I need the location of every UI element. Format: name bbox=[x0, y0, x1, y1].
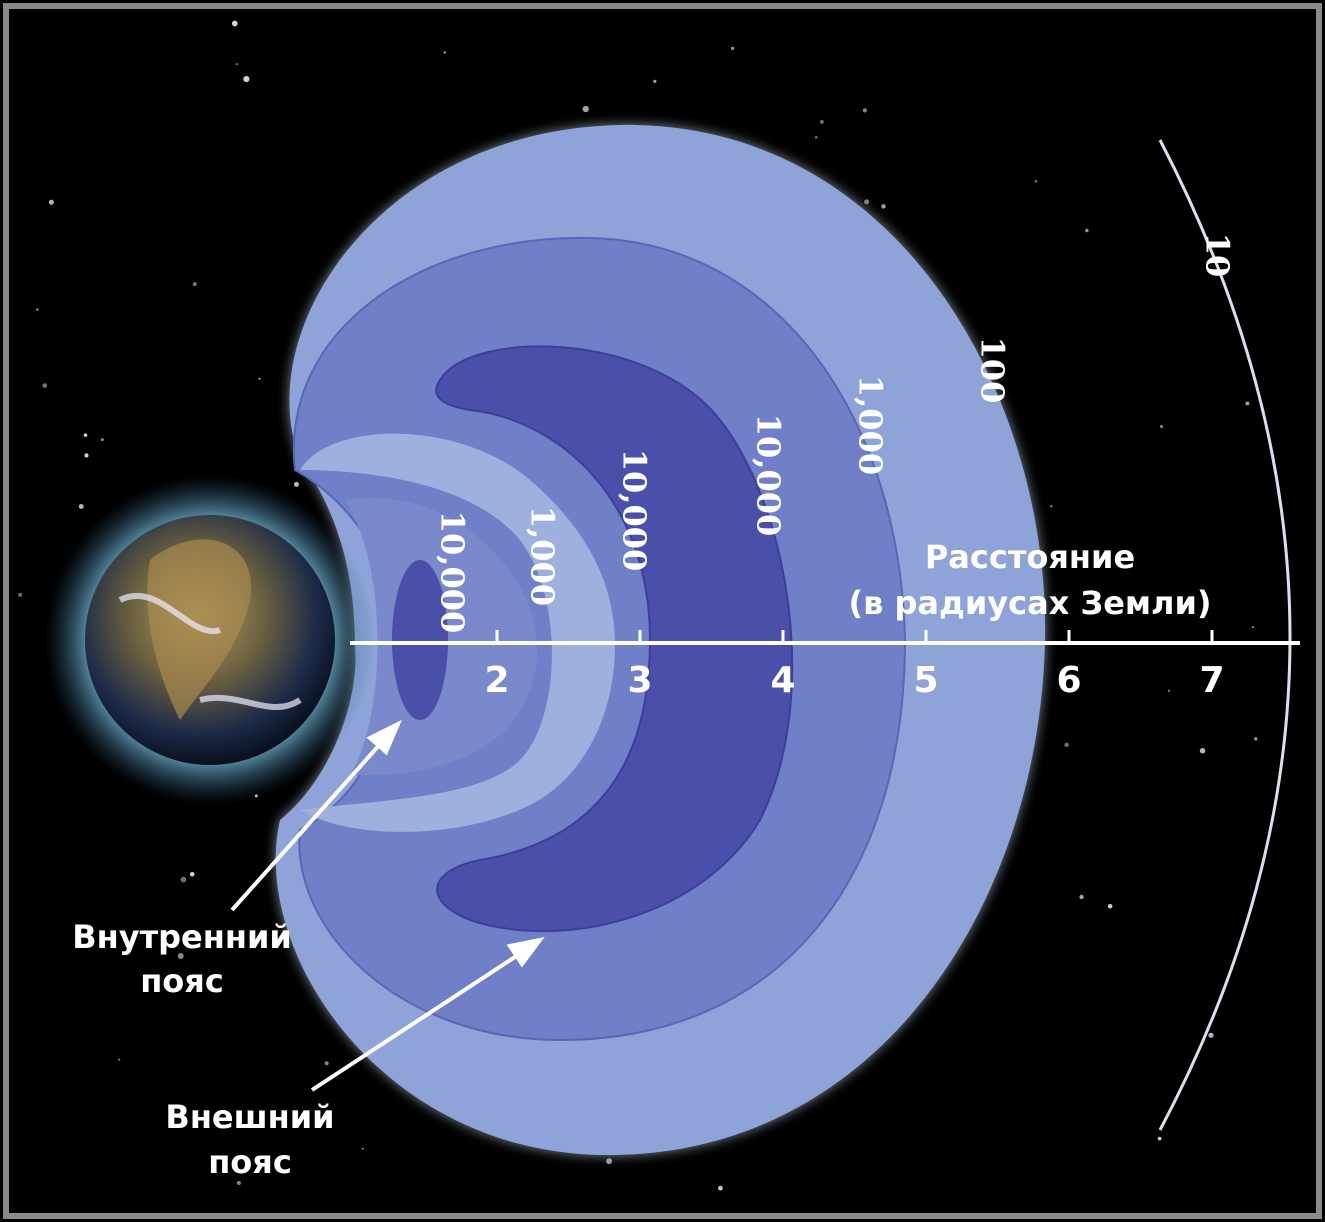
contour-label: 10 bbox=[1199, 233, 1237, 278]
star bbox=[815, 136, 817, 138]
star bbox=[881, 204, 885, 208]
star bbox=[181, 877, 187, 883]
belt-label: Внешний bbox=[165, 1098, 334, 1136]
star bbox=[237, 1181, 241, 1185]
star bbox=[49, 200, 54, 205]
contour-label: 10,000 bbox=[434, 511, 472, 633]
star bbox=[1050, 505, 1052, 507]
star bbox=[190, 872, 195, 877]
star bbox=[820, 120, 824, 124]
star bbox=[243, 76, 249, 82]
star bbox=[863, 108, 867, 112]
star bbox=[1085, 229, 1089, 233]
star bbox=[294, 482, 299, 487]
belt-label: пояс bbox=[140, 962, 224, 1000]
star bbox=[1034, 180, 1037, 183]
star bbox=[193, 282, 197, 286]
star bbox=[1160, 425, 1163, 428]
star bbox=[1245, 401, 1249, 405]
star bbox=[84, 453, 88, 457]
star bbox=[583, 106, 589, 112]
tick-label: 4 bbox=[770, 660, 795, 701]
star bbox=[1200, 748, 1205, 753]
star bbox=[236, 63, 238, 65]
star bbox=[1158, 1137, 1162, 1141]
star bbox=[79, 504, 84, 509]
belt-label: пояс bbox=[208, 1143, 292, 1181]
tick-label: 3 bbox=[627, 660, 652, 701]
star bbox=[606, 1158, 612, 1164]
star bbox=[1254, 737, 1257, 740]
contour-label: 10,000 bbox=[616, 449, 654, 571]
star bbox=[118, 1058, 120, 1060]
star bbox=[1208, 1033, 1213, 1038]
contour-label: 1,000 bbox=[852, 375, 890, 475]
star bbox=[362, 1148, 364, 1150]
star bbox=[1108, 904, 1113, 909]
contour-label: 1,000 bbox=[524, 506, 562, 606]
belt-label: Внутренний bbox=[72, 918, 292, 956]
tick-label: 2 bbox=[484, 660, 509, 701]
star bbox=[653, 80, 656, 83]
diagram: 2 3 4 5 6 7 10,000 1,000 10,000 10,000 1,000 100 10… bbox=[0, 0, 1325, 1222]
star bbox=[232, 21, 238, 27]
star bbox=[1064, 743, 1068, 747]
axis-title: (в радиусах Земли) bbox=[848, 584, 1211, 622]
star bbox=[444, 51, 446, 53]
star bbox=[84, 433, 88, 437]
star bbox=[42, 383, 47, 388]
star bbox=[731, 47, 734, 50]
star bbox=[864, 199, 869, 204]
star bbox=[1079, 895, 1083, 899]
star bbox=[1168, 690, 1170, 692]
tick-label: 7 bbox=[1199, 660, 1224, 701]
tick-label: 6 bbox=[1056, 660, 1081, 701]
star bbox=[36, 308, 39, 311]
star bbox=[718, 1186, 723, 1191]
star bbox=[1252, 626, 1254, 628]
tick-label: 5 bbox=[913, 660, 938, 701]
contour-label: 10,000 bbox=[750, 414, 788, 536]
star bbox=[325, 1061, 329, 1065]
star bbox=[258, 378, 260, 380]
contour-label: 100 bbox=[974, 337, 1012, 404]
axis-title: Расстояние bbox=[925, 538, 1135, 576]
star bbox=[18, 593, 22, 597]
star bbox=[101, 438, 104, 441]
